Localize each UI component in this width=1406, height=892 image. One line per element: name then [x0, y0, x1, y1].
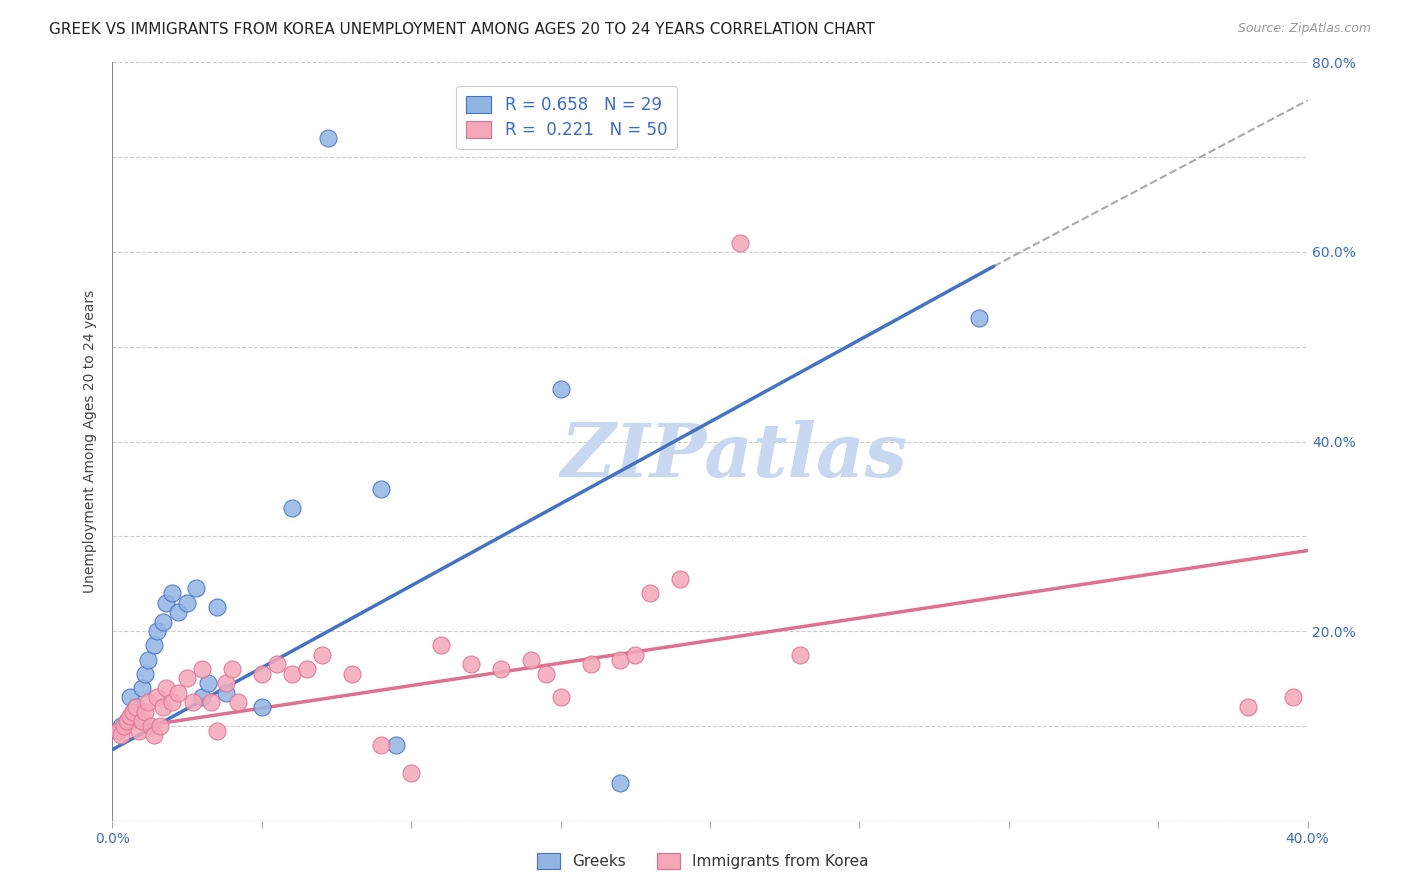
- Point: [250, 699, 273, 714]
- Point: [114, 719, 135, 733]
- Point: [176, 596, 198, 610]
- Text: Source: ZipAtlas.com: Source: ZipAtlas.com: [1237, 22, 1371, 36]
- Point: [186, 582, 208, 596]
- Point: [460, 657, 482, 672]
- Point: [311, 648, 333, 662]
- Point: [162, 586, 183, 600]
- Point: [640, 586, 662, 600]
- Point: [181, 695, 204, 709]
- Point: [534, 666, 557, 681]
- Point: [609, 652, 631, 666]
- Point: [609, 776, 631, 790]
- Point: [221, 662, 243, 676]
- Point: [579, 657, 602, 672]
- Point: [167, 605, 190, 619]
- Point: [191, 690, 214, 705]
- Point: [128, 723, 150, 738]
- Point: [141, 719, 163, 733]
- Point: [149, 719, 172, 733]
- Point: [401, 766, 423, 780]
- Point: [152, 615, 174, 629]
- Text: GREEK VS IMMIGRANTS FROM KOREA UNEMPLOYMENT AMONG AGES 20 TO 24 YEARS CORRELATIO: GREEK VS IMMIGRANTS FROM KOREA UNEMPLOYM…: [49, 22, 875, 37]
- Point: [152, 699, 174, 714]
- Point: [110, 719, 132, 733]
- Point: [215, 686, 238, 700]
- Point: [520, 652, 543, 666]
- Point: [107, 723, 129, 738]
- Point: [138, 695, 160, 709]
- Point: [728, 235, 751, 250]
- Text: ZIPatlas: ZIPatlas: [561, 420, 907, 493]
- Point: [669, 572, 692, 586]
- Point: [143, 728, 166, 742]
- Point: [789, 648, 811, 662]
- Point: [146, 690, 169, 705]
- Point: [125, 699, 148, 714]
- Point: [385, 738, 408, 752]
- Point: [191, 662, 214, 676]
- Point: [117, 714, 139, 728]
- Point: [138, 652, 160, 666]
- Legend: R = 0.658   N = 29, R =  0.221   N = 50: R = 0.658 N = 29, R = 0.221 N = 50: [456, 86, 678, 149]
- Point: [967, 311, 990, 326]
- Y-axis label: Unemployment Among Ages 20 to 24 years: Unemployment Among Ages 20 to 24 years: [83, 290, 97, 593]
- Point: [122, 705, 145, 719]
- Legend: Greeks, Immigrants from Korea: Greeks, Immigrants from Korea: [531, 847, 875, 875]
- Point: [550, 690, 572, 705]
- Point: [146, 624, 169, 639]
- Point: [205, 723, 228, 738]
- Point: [1237, 699, 1260, 714]
- Point: [176, 672, 198, 686]
- Point: [624, 648, 647, 662]
- Point: [489, 662, 512, 676]
- Point: [430, 638, 453, 652]
- Point: [215, 676, 238, 690]
- Point: [131, 681, 153, 695]
- Point: [281, 666, 304, 681]
- Point: [340, 666, 363, 681]
- Point: [370, 738, 392, 752]
- Point: [110, 728, 132, 742]
- Point: [162, 695, 183, 709]
- Point: [107, 723, 129, 738]
- Point: [250, 666, 273, 681]
- Point: [155, 596, 177, 610]
- Point: [125, 699, 148, 714]
- Point: [120, 709, 142, 723]
- Point: [200, 695, 222, 709]
- Point: [550, 383, 572, 397]
- Point: [197, 676, 219, 690]
- Point: [134, 705, 156, 719]
- Point: [122, 705, 145, 719]
- Point: [226, 695, 249, 709]
- Point: [370, 482, 392, 496]
- Point: [1281, 690, 1303, 705]
- Point: [205, 600, 228, 615]
- Point: [316, 131, 339, 145]
- Point: [295, 662, 318, 676]
- Point: [167, 686, 190, 700]
- Point: [155, 681, 177, 695]
- Point: [117, 714, 139, 728]
- Point: [134, 666, 156, 681]
- Point: [120, 690, 142, 705]
- Point: [143, 638, 166, 652]
- Point: [281, 500, 304, 515]
- Point: [131, 714, 153, 728]
- Point: [266, 657, 288, 672]
